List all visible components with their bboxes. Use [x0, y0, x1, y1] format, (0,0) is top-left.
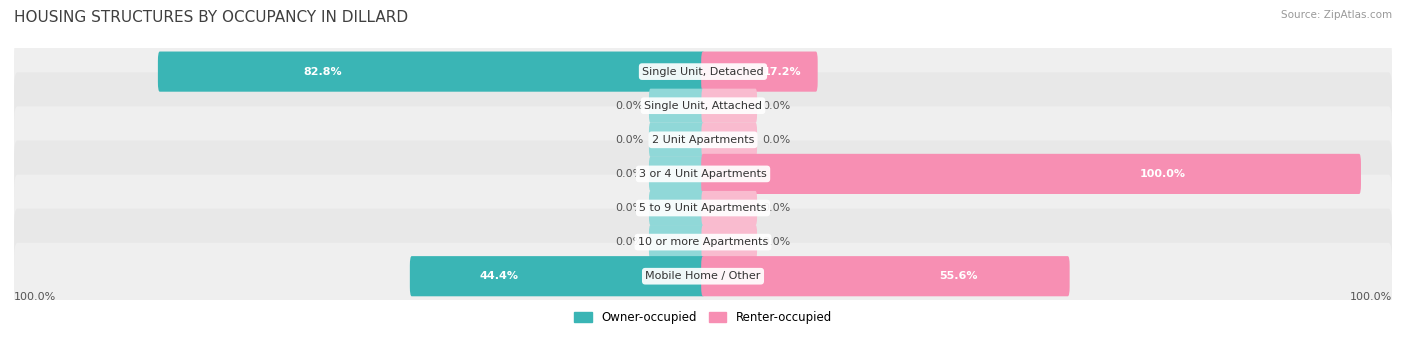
- FancyBboxPatch shape: [14, 209, 1392, 276]
- FancyBboxPatch shape: [702, 89, 756, 123]
- Text: 55.6%: 55.6%: [939, 271, 977, 281]
- Text: 100.0%: 100.0%: [14, 292, 56, 302]
- Text: 0.0%: 0.0%: [616, 101, 644, 111]
- FancyBboxPatch shape: [702, 154, 1361, 194]
- Text: 44.4%: 44.4%: [479, 271, 519, 281]
- Text: 100.0%: 100.0%: [1350, 292, 1392, 302]
- Text: 0.0%: 0.0%: [616, 203, 644, 213]
- Text: 0.0%: 0.0%: [616, 135, 644, 145]
- FancyBboxPatch shape: [650, 123, 704, 157]
- FancyBboxPatch shape: [157, 51, 704, 92]
- Text: 0.0%: 0.0%: [762, 135, 790, 145]
- FancyBboxPatch shape: [14, 243, 1392, 310]
- FancyBboxPatch shape: [702, 191, 756, 225]
- Text: 100.0%: 100.0%: [1139, 169, 1185, 179]
- Text: 0.0%: 0.0%: [762, 203, 790, 213]
- Legend: Owner-occupied, Renter-occupied: Owner-occupied, Renter-occupied: [574, 311, 832, 324]
- FancyBboxPatch shape: [14, 72, 1392, 139]
- Text: 0.0%: 0.0%: [762, 101, 790, 111]
- Text: Single Unit, Attached: Single Unit, Attached: [644, 101, 762, 111]
- FancyBboxPatch shape: [702, 123, 756, 157]
- Text: 2 Unit Apartments: 2 Unit Apartments: [652, 135, 754, 145]
- FancyBboxPatch shape: [650, 191, 704, 225]
- FancyBboxPatch shape: [409, 256, 704, 296]
- FancyBboxPatch shape: [702, 225, 756, 259]
- Text: Source: ZipAtlas.com: Source: ZipAtlas.com: [1281, 10, 1392, 20]
- Text: 10 or more Apartments: 10 or more Apartments: [638, 237, 768, 247]
- FancyBboxPatch shape: [650, 157, 704, 191]
- FancyBboxPatch shape: [14, 106, 1392, 173]
- FancyBboxPatch shape: [702, 51, 818, 92]
- Text: 0.0%: 0.0%: [616, 169, 644, 179]
- FancyBboxPatch shape: [14, 175, 1392, 241]
- Text: 17.2%: 17.2%: [762, 66, 801, 77]
- Text: 0.0%: 0.0%: [762, 237, 790, 247]
- FancyBboxPatch shape: [650, 89, 704, 123]
- Text: Single Unit, Detached: Single Unit, Detached: [643, 66, 763, 77]
- Text: HOUSING STRUCTURES BY OCCUPANCY IN DILLARD: HOUSING STRUCTURES BY OCCUPANCY IN DILLA…: [14, 10, 408, 25]
- Text: 0.0%: 0.0%: [616, 237, 644, 247]
- Text: 82.8%: 82.8%: [304, 66, 342, 77]
- FancyBboxPatch shape: [14, 38, 1392, 105]
- Text: Mobile Home / Other: Mobile Home / Other: [645, 271, 761, 281]
- FancyBboxPatch shape: [650, 225, 704, 259]
- Text: 5 to 9 Unit Apartments: 5 to 9 Unit Apartments: [640, 203, 766, 213]
- Text: 3 or 4 Unit Apartments: 3 or 4 Unit Apartments: [640, 169, 766, 179]
- FancyBboxPatch shape: [702, 256, 1070, 296]
- FancyBboxPatch shape: [14, 140, 1392, 207]
